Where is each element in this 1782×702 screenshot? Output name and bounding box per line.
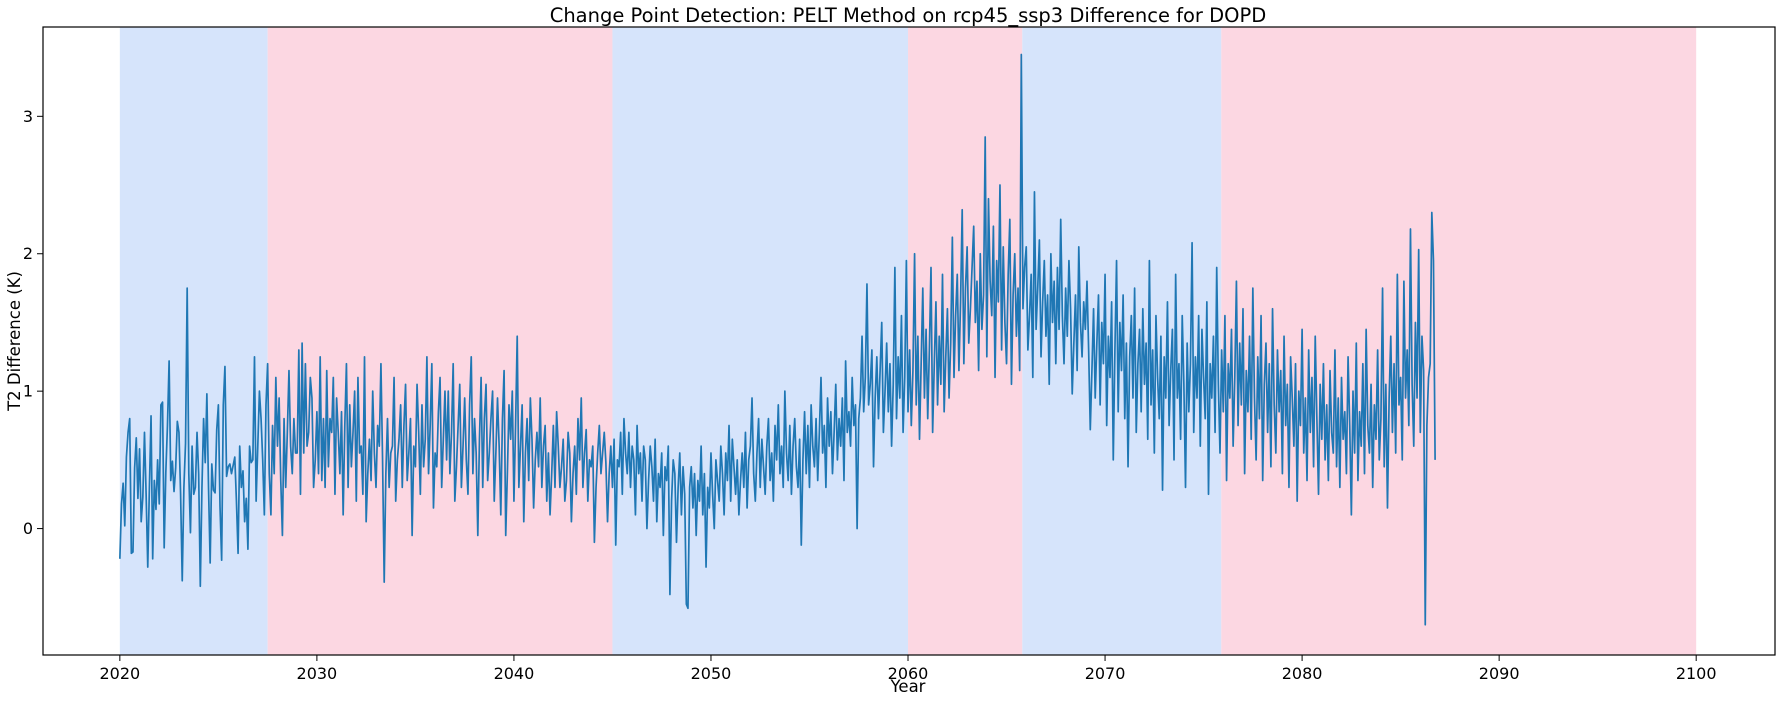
x-tick-label: 2090 [1479, 664, 1520, 683]
plot-area-frame [42, 26, 1776, 656]
series-line-layer [119, 53, 1436, 626]
x-tick-label: 2050 [691, 664, 732, 683]
y-axis: 0 1 2 3 [23, 107, 43, 538]
segment-blue-1 [119, 27, 268, 655]
x-tick-label: 2060 [888, 664, 929, 683]
y-tick-label: 3 [23, 107, 33, 126]
segment-blue-3 [612, 27, 909, 655]
x-axis-label: Year [890, 677, 926, 696]
segment-pink-6 [1221, 27, 1697, 655]
x-tick-label: 2100 [1676, 664, 1717, 683]
chart-title: Change Point Detection: PELT Method on r… [550, 4, 1267, 27]
x-tick-label: 2030 [297, 664, 338, 683]
x-tick-label: 2070 [1085, 664, 1126, 683]
x-tick-label: 2040 [494, 664, 535, 683]
series-line-1 [119, 53, 1436, 626]
segment-pink-2 [267, 27, 613, 655]
y-tick-label: 1 [23, 382, 33, 401]
x-axis: 2020 2030 2040 2050 2060 2070 2080 2090 2100 [99, 655, 1717, 683]
x-tick-label: 2080 [1282, 664, 1323, 683]
x-tick-label: 2020 [99, 664, 140, 683]
y-tick-label: 2 [23, 244, 33, 263]
y-tick-label: 0 [23, 519, 33, 538]
y-axis-label: T2 Difference (K) [5, 271, 24, 412]
